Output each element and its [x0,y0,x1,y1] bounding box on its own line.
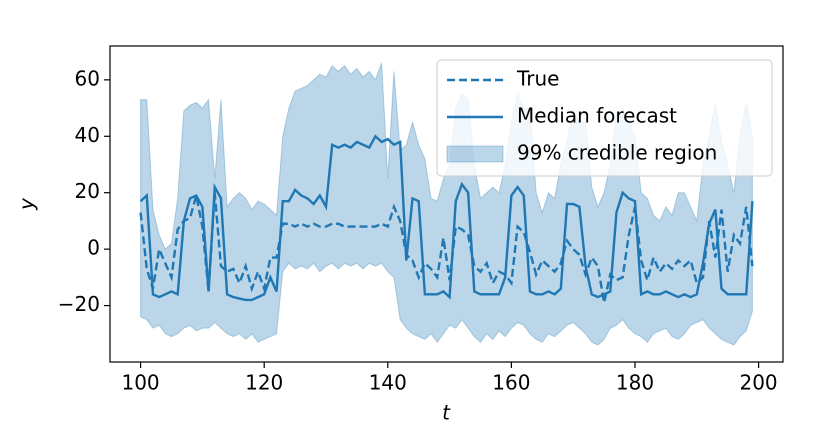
legend-label: Median forecast [517,104,677,128]
x-tick-label: 160 [492,371,530,395]
x-tick-label: 120 [245,371,283,395]
plot-frame [109,45,784,363]
x-axis-label: t [442,401,451,425]
y-tick-label: 60 [75,66,100,90]
y-tick-label: 0 [87,236,100,260]
x-tick-label: 140 [369,371,407,395]
legend-box [436,59,773,177]
legend-label: True [516,67,559,91]
y-axis-label: y [15,197,39,211]
legend-label: 99% credible region [517,141,717,165]
x-tick-label: 180 [616,371,654,395]
y-tick-label: 40 [75,123,100,147]
y-tick-label: −20 [58,292,100,316]
x-tick-label: 100 [121,371,159,395]
y-tick-label: 20 [75,179,100,203]
series-line [139,192,754,304]
x-tick-label: 200 [739,371,777,395]
legend-swatch [446,145,504,163]
series-line [139,134,754,302]
